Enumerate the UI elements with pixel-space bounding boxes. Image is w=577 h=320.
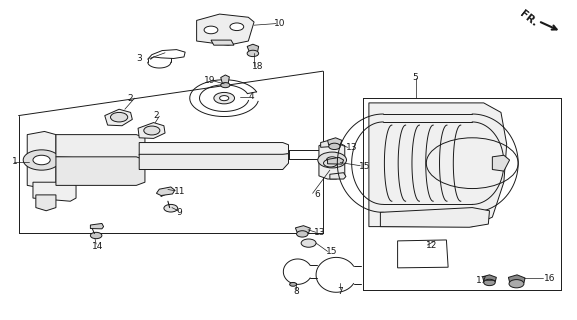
Circle shape [91, 232, 102, 239]
Text: 4: 4 [248, 92, 254, 101]
Text: 15: 15 [359, 162, 370, 171]
Polygon shape [156, 187, 175, 196]
Polygon shape [492, 155, 509, 171]
Circle shape [318, 152, 347, 168]
Polygon shape [380, 208, 489, 227]
Circle shape [329, 143, 340, 149]
Polygon shape [328, 157, 344, 164]
Polygon shape [33, 182, 76, 201]
Circle shape [509, 280, 524, 288]
Text: 8: 8 [293, 287, 299, 296]
Circle shape [221, 83, 230, 88]
Circle shape [230, 23, 243, 31]
Text: 9: 9 [177, 208, 182, 217]
Text: 3: 3 [136, 54, 142, 63]
Polygon shape [105, 109, 132, 126]
Polygon shape [197, 14, 254, 45]
Polygon shape [398, 240, 448, 268]
Polygon shape [482, 275, 496, 282]
Text: 12: 12 [426, 241, 438, 250]
Circle shape [164, 204, 178, 212]
Polygon shape [139, 142, 288, 155]
Circle shape [297, 231, 308, 237]
Polygon shape [56, 157, 145, 185]
Polygon shape [369, 103, 507, 227]
Polygon shape [508, 275, 525, 283]
Circle shape [33, 155, 50, 165]
Text: 16: 16 [544, 275, 556, 284]
Circle shape [144, 126, 160, 135]
Circle shape [324, 159, 338, 167]
Polygon shape [328, 138, 342, 145]
Polygon shape [221, 75, 229, 84]
Polygon shape [295, 226, 310, 233]
Text: 2: 2 [128, 94, 133, 103]
Polygon shape [211, 40, 234, 45]
Circle shape [327, 157, 338, 163]
Polygon shape [247, 44, 258, 52]
Circle shape [301, 239, 316, 247]
Text: 17: 17 [476, 276, 488, 285]
Circle shape [204, 26, 218, 34]
Text: 6: 6 [314, 190, 320, 199]
Text: 1: 1 [12, 157, 17, 166]
Text: 19: 19 [204, 76, 215, 85]
Polygon shape [321, 140, 335, 147]
Text: FR.: FR. [518, 9, 539, 29]
Circle shape [23, 150, 60, 170]
Text: 5: 5 [412, 73, 418, 82]
Circle shape [484, 279, 495, 286]
Text: 13: 13 [314, 228, 326, 237]
Polygon shape [36, 195, 56, 211]
Polygon shape [91, 223, 104, 229]
Polygon shape [138, 123, 165, 139]
Polygon shape [27, 132, 56, 188]
Polygon shape [56, 135, 145, 160]
Text: 14: 14 [92, 242, 103, 251]
Text: 13: 13 [346, 143, 357, 152]
Polygon shape [330, 173, 346, 179]
Text: 15: 15 [326, 247, 338, 257]
Circle shape [220, 96, 229, 101]
Polygon shape [319, 142, 345, 179]
Circle shape [214, 92, 234, 104]
Circle shape [110, 112, 128, 122]
Text: 10: 10 [274, 19, 286, 28]
Text: 18: 18 [252, 62, 264, 71]
Text: 7: 7 [338, 287, 343, 296]
Circle shape [290, 283, 297, 286]
Text: 2: 2 [153, 111, 159, 120]
Text: 11: 11 [174, 187, 185, 196]
Circle shape [247, 50, 258, 57]
Polygon shape [139, 154, 288, 170]
